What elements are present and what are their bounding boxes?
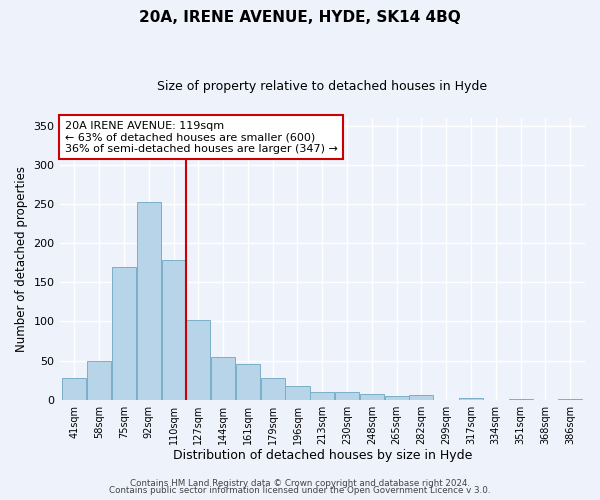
Bar [310, 392, 334, 400]
Bar [236, 364, 260, 400]
Bar [87, 360, 111, 400]
Bar [112, 266, 136, 400]
Text: Contains public sector information licensed under the Open Government Licence v : Contains public sector information licen… [109, 486, 491, 495]
Bar [260, 378, 285, 400]
Text: 20A, IRENE AVENUE, HYDE, SK14 4BQ: 20A, IRENE AVENUE, HYDE, SK14 4BQ [139, 10, 461, 25]
Y-axis label: Number of detached properties: Number of detached properties [15, 166, 28, 352]
Bar [62, 378, 86, 400]
Bar [558, 399, 582, 400]
Title: Size of property relative to detached houses in Hyde: Size of property relative to detached ho… [157, 80, 487, 93]
Bar [161, 260, 185, 400]
Bar [360, 394, 384, 400]
Text: 20A IRENE AVENUE: 119sqm
← 63% of detached houses are smaller (600)
36% of semi-: 20A IRENE AVENUE: 119sqm ← 63% of detach… [65, 120, 338, 154]
Bar [459, 398, 483, 400]
Bar [385, 396, 409, 400]
Bar [137, 202, 161, 400]
Bar [509, 399, 533, 400]
Bar [187, 320, 211, 400]
Text: Contains HM Land Registry data © Crown copyright and database right 2024.: Contains HM Land Registry data © Crown c… [130, 478, 470, 488]
Bar [335, 392, 359, 400]
Bar [211, 356, 235, 400]
Bar [409, 395, 433, 400]
Bar [286, 386, 310, 400]
X-axis label: Distribution of detached houses by size in Hyde: Distribution of detached houses by size … [173, 450, 472, 462]
